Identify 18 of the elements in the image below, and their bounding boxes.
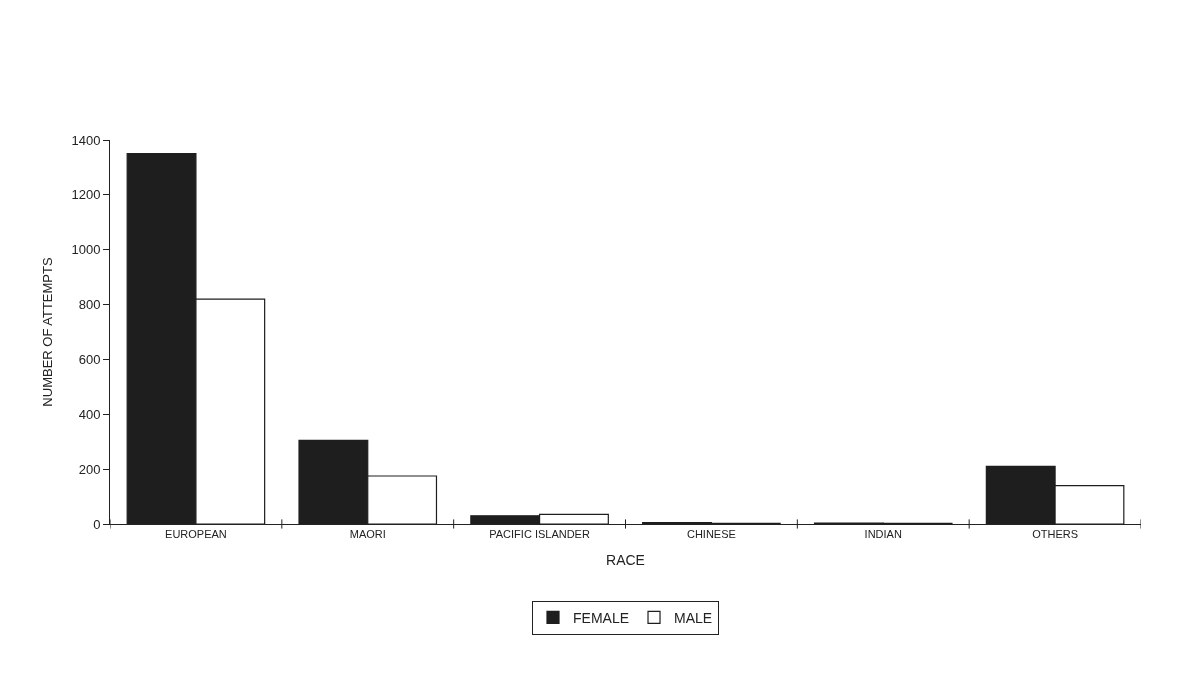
x-tick-label: PACIFIC ISLANDER — [489, 528, 590, 541]
x-tick-label: INDIAN — [864, 528, 902, 541]
y-tick-label: 1200 — [71, 187, 101, 203]
y-tick-label: 1400 — [71, 132, 101, 148]
x-axis-title: RACE — [606, 551, 645, 568]
legend-label: FEMALE — [573, 609, 630, 626]
x-tick-label: EUROPEAN — [165, 528, 227, 541]
legend-label: MALE — [674, 609, 713, 626]
y-tick-label: 200 — [78, 461, 101, 477]
y-tick-label: 800 — [78, 297, 101, 313]
y-tick-label: 0 — [93, 516, 101, 532]
y-tick-label: 1000 — [71, 242, 101, 258]
y-tick-label: 600 — [78, 351, 101, 367]
y-axis-title: NUMBER OF ATTEMPTS — [40, 257, 56, 407]
x-tick-label: CHINESE — [686, 528, 736, 541]
x-tick-label: MAORI — [349, 528, 386, 541]
x-tick-label: OTHERS — [1032, 528, 1078, 541]
y-tick-label: 400 — [78, 406, 101, 422]
